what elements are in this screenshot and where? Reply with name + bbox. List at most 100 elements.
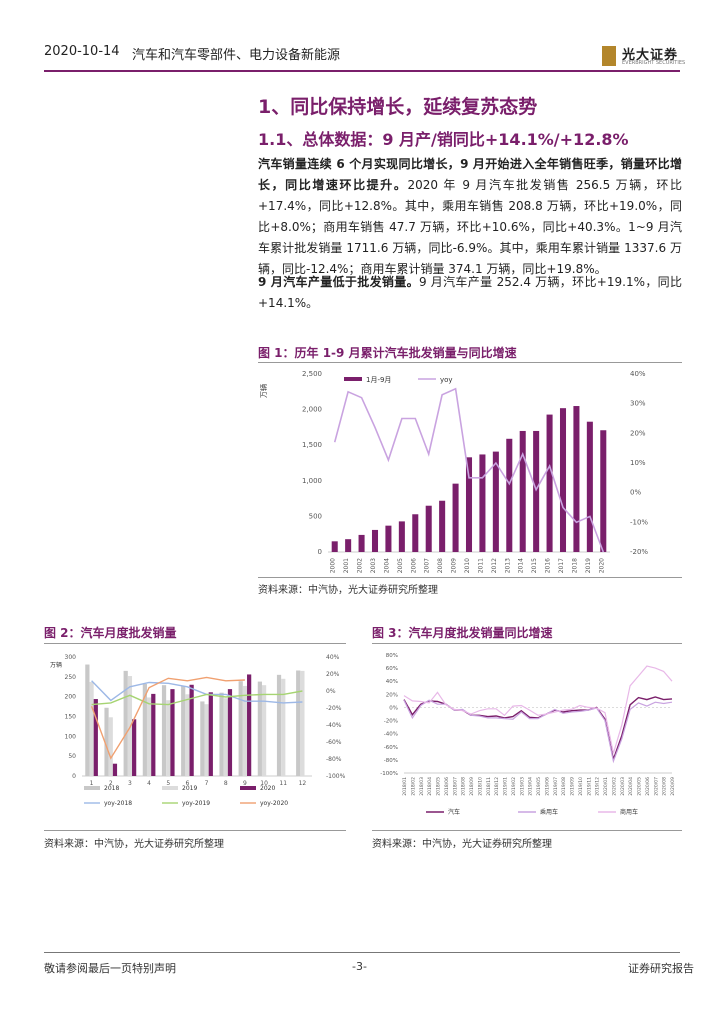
- figure3-bottom-rule: [372, 830, 682, 831]
- figure3-x-tick: 2019/12: [595, 777, 601, 796]
- figure3-x-tick: 2018/05: [436, 777, 442, 796]
- figure1-legend-bar-label: 1月-9月: [366, 376, 391, 384]
- paragraph-production-lead: 9 月汽车产量低于批发销量。: [258, 275, 419, 289]
- figure2-y2-tick: -60%: [326, 739, 342, 746]
- figure3-x-tick: 2020/03: [620, 777, 626, 796]
- figure3-x-tick: 2019/08: [561, 777, 567, 796]
- figure1-bar: [506, 438, 513, 552]
- figure2-bar-2019: [146, 697, 152, 776]
- figure2-bar-2020: [170, 689, 175, 776]
- paragraph-production: 9 月汽车产量低于批发销量。9 月汽车产量 252.4 万辆，环比+19.1%，…: [258, 272, 682, 314]
- figure1-bar: [439, 500, 446, 552]
- figure2-y2-tick: 40%: [326, 654, 340, 661]
- figure1-y2-tick: 40%: [630, 370, 646, 378]
- figure1-y-tick: 0: [318, 548, 322, 556]
- figure2-bar-2018: [276, 674, 282, 776]
- figure2-line-yoy-2020: [90, 676, 245, 760]
- figure2-title: 图 2：汽车月度批发销量: [44, 626, 177, 640]
- figure3-legend-label: 乘用车: [540, 808, 558, 816]
- figure1-legend-line-label: yoy: [440, 376, 453, 384]
- figure3-x-tick: 2018/07: [452, 777, 458, 796]
- report-sector: 汽车和汽车零部件、电力设备新能源: [132, 48, 341, 63]
- figure3-chart: -100% -80% -60% -40% -20% 0% 20% 40% 60% 80% 2018/…: [380, 653, 676, 816]
- figure2-bar-2018: [123, 670, 128, 776]
- figure1-x-tick: 2017: [558, 558, 565, 573]
- figure1-x-tick: 2013: [504, 558, 511, 573]
- figure2-y-tick: 100: [65, 733, 77, 740]
- figure1-y-tick: 1,000: [302, 477, 322, 485]
- figure2-y2-tick: 0%: [326, 688, 336, 695]
- figure2-legend-label: yoy-2019: [182, 800, 210, 807]
- figure1-x-tick: 2005: [397, 558, 404, 573]
- figure3-x-tick: 2019/01: [503, 777, 509, 796]
- figure1-bar: [398, 521, 405, 552]
- figure1-bar: [452, 483, 459, 552]
- page-number: -3-: [352, 960, 367, 973]
- figure2-bar-2018: [161, 685, 167, 776]
- figure2-legend-swatch: [162, 786, 178, 790]
- figure1-x-tick: 2010: [464, 558, 471, 573]
- figure2-line-yoy-2019: [91, 690, 303, 706]
- figure1-x-tick: 2019: [585, 558, 592, 573]
- figure3-y-tick: 80%: [386, 653, 398, 659]
- figure3-x-tick: 2020/06: [645, 777, 651, 796]
- figure3-x-tick: 2018/03: [419, 777, 425, 796]
- figure1-bottom-rule: [258, 577, 682, 578]
- figure2-bar-2020: [227, 689, 233, 776]
- figure3-x-tick: 2018/08: [461, 777, 467, 796]
- figure2-bar-2018: [219, 692, 224, 776]
- figure1-y-tick: 2,500: [302, 370, 322, 378]
- figure2-legend-swatch: [84, 786, 100, 790]
- figure3-x-tick: 2020/02: [611, 777, 617, 796]
- figure1-x-tick: 2003: [370, 558, 377, 573]
- figure1-y2-tick: 20%: [630, 429, 646, 437]
- figure1-x-tick: 2007: [424, 558, 431, 573]
- figure3-x-tick: 2019/02: [511, 777, 517, 796]
- figure2-legend-label: 2020: [260, 785, 275, 792]
- figure3-y-tick: -60%: [384, 745, 398, 751]
- figure1-bar: [492, 451, 499, 552]
- paragraph-sales-body: 2020 年 9 月汽车批发销售 256.5 万辆，环比+17.4%，同比+12…: [258, 178, 682, 276]
- figure3-x-tick: 2019/04: [528, 777, 534, 796]
- figure2-x-tick: 7: [205, 780, 209, 787]
- figure3-y-tick: 40%: [386, 679, 398, 685]
- figure3-x-tick: 2019/10: [578, 777, 584, 796]
- figure1-x-tick: 2015: [531, 558, 538, 573]
- figure1-x-tick: 2018: [571, 558, 578, 573]
- figure2-top-rule: [44, 643, 346, 644]
- figure1-bar: [358, 534, 365, 552]
- header-divider: [44, 70, 680, 72]
- figure3-x-tick: 2020/01: [603, 777, 609, 796]
- figure1-x-tick: 2006: [410, 558, 417, 573]
- figure2-y-axis-label: 万辆: [50, 661, 62, 669]
- figure1-x-tick: 2012: [491, 558, 498, 573]
- figure2-bar-2019: [242, 685, 248, 776]
- figure1-bar: [345, 539, 352, 552]
- figure3-y-tick: -20%: [384, 719, 398, 725]
- figure3-x-tick: 2018/10: [477, 777, 483, 796]
- figure1-y-axis-label: 万辆: [259, 384, 268, 398]
- figure2-y2-tick: 20%: [326, 671, 340, 678]
- figure1-y-tick: 1,500: [302, 441, 322, 449]
- figure3-y-tick: -80%: [384, 758, 398, 764]
- figure1-bar: [519, 430, 526, 552]
- figure1-y2-tick: -20%: [630, 548, 648, 556]
- figure2-bar-2019: [223, 698, 228, 776]
- figure1-bar: [479, 454, 486, 552]
- figure3-legend-label: 商用车: [620, 808, 638, 816]
- figure3-title: 图 3：汽车月度批发销量同比增速: [372, 626, 553, 640]
- figure1-title: 图 1：历年 1-9 月累计汽车批发销量与同比增速: [258, 346, 517, 360]
- figure1-y2-tick: 0%: [630, 489, 641, 497]
- figure1-bar: [533, 430, 540, 552]
- figure2-y-tick: 250: [65, 674, 77, 681]
- figure2-bar-2018: [142, 683, 147, 776]
- footer-divider: [44, 952, 680, 953]
- figure2-x-tick: 3: [128, 780, 132, 787]
- figure3-source: 资料来源：中汽协，光大证券研究所整理: [372, 839, 552, 850]
- figure3-x-tick: 2018/11: [486, 777, 492, 796]
- figure2-source: 资料来源：中汽协，光大证券研究所整理: [44, 839, 224, 850]
- figure2-y-tick: 200: [65, 694, 77, 701]
- figure2-y2-tick: -20%: [326, 705, 342, 712]
- figure3-x-tick: 2018/02: [410, 777, 416, 796]
- figure3-y-tick: 60%: [386, 666, 398, 672]
